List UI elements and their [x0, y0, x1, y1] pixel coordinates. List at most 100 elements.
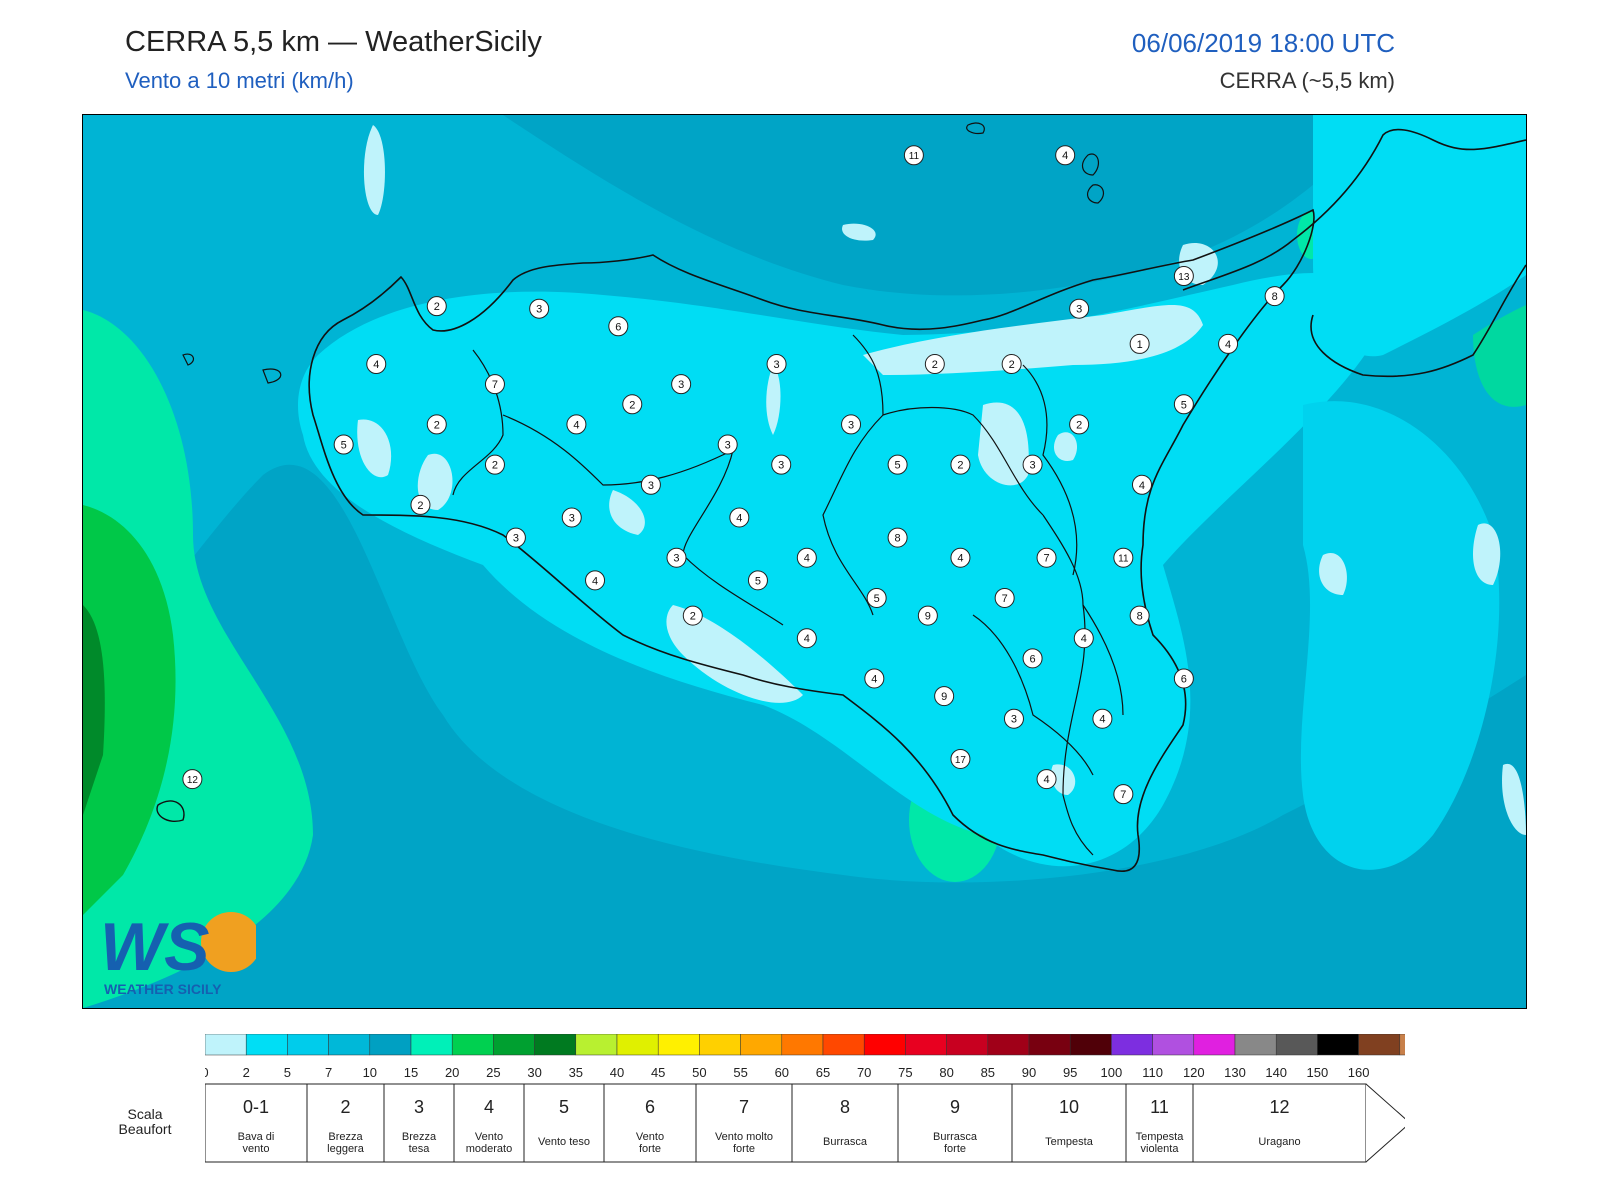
beaufort-cell-box: [523, 1083, 605, 1163]
colorbar-cell: [1358, 1034, 1401, 1056]
station-marker: 4: [864, 668, 885, 689]
station-marker-value: 3: [774, 359, 780, 371]
colorbar-cell: [575, 1034, 618, 1056]
colorbar-cell: [534, 1034, 577, 1056]
wind-shading-dark-band: [83, 465, 1526, 1008]
station-marker-value: 5: [341, 440, 347, 452]
station-marker: 5: [1173, 394, 1194, 415]
station-marker-value: 3: [1030, 460, 1036, 472]
beaufort-cell: 8 Burrasca: [791, 1083, 899, 1163]
beaufort-label-line2: Beaufort: [118, 1121, 172, 1137]
island-vulcano: [1086, 184, 1105, 204]
colorbar-tick: 120: [1183, 1065, 1205, 1080]
wind-shading-calm-areas: [357, 125, 1526, 835]
station-marker: 4: [1218, 333, 1239, 354]
colorbar-tick: 110: [1142, 1065, 1163, 1080]
station-marker-value: 2: [417, 500, 423, 512]
station-marker-value: 3: [1011, 714, 1017, 726]
beaufort-arrow: [1365, 1083, 1405, 1163]
station-marker-circle: [1129, 605, 1150, 626]
station-marker-circle: [1131, 474, 1152, 495]
station-marker: 7: [994, 587, 1015, 608]
station-marker-circle: [1173, 265, 1194, 286]
station-marker-circle: [1003, 708, 1024, 729]
logo-wordmark: WEATHER SICILY: [104, 981, 222, 997]
beaufort-force: 10: [1059, 1097, 1079, 1117]
station-marker-value: 7: [492, 379, 498, 391]
colorbar-tick: 60: [775, 1065, 789, 1080]
beaufort-force: 3: [414, 1097, 424, 1117]
colorbar-arrow: [1399, 1034, 1405, 1056]
calabria-coastline: [1182, 128, 1526, 291]
station-marker-circle: [1036, 769, 1057, 790]
station-marker-value: 2: [1009, 359, 1015, 371]
colorbar-cell: [493, 1034, 535, 1056]
station-marker: 4: [1073, 628, 1094, 649]
wind-shading-calabria-light: [1313, 115, 1526, 357]
station-marker-circle: [1069, 414, 1090, 435]
station-marker-circle: [866, 587, 887, 608]
station-marker-circle: [1022, 648, 1043, 669]
station-marker-value: 3: [648, 480, 654, 492]
station-marker-value: 3: [536, 304, 542, 316]
station-marker: 2: [682, 605, 703, 626]
beaufort-cell-box: [453, 1083, 525, 1163]
colorbar-cell: [699, 1034, 741, 1056]
station-marker: 4: [796, 547, 817, 568]
beaufort-name: Burrasca: [823, 1136, 868, 1148]
station-marker: 2: [410, 494, 431, 515]
colorbar-cell: [1069, 1034, 1112, 1056]
wind-shading-north-band: [503, 115, 1383, 296]
station-marker-value: 3: [513, 533, 519, 545]
beaufort-cell-box: [205, 1083, 308, 1163]
station-marker-circle: [717, 434, 738, 455]
beaufort-cell: 12 Uragano: [1192, 1083, 1367, 1163]
colorbar-tick: 150: [1307, 1065, 1329, 1080]
station-marker-value: 3: [848, 419, 854, 431]
station-marker: 4: [366, 354, 387, 375]
wind-map[interactable]: 11 4 13 8 2 3 6 3 1 4 4 3 2 2 7 3 2 5 2 4 3 2 5 3 2 3 5 2 3 3 4 2 3 4 3 8 3 4…: [82, 114, 1527, 1009]
sicily-coastline: [308, 208, 1315, 872]
station-marker: 5: [747, 570, 768, 591]
beaufort-force: 8: [840, 1097, 850, 1117]
station-marker-value: 4: [1225, 339, 1231, 351]
station-marker-value: 2: [932, 359, 938, 371]
colorbar-tick: 7: [325, 1065, 332, 1080]
station-marker: 2: [1069, 414, 1090, 435]
beaufort-cell-box: [306, 1083, 385, 1163]
beaufort-force: 7: [739, 1097, 749, 1117]
station-marker: 3: [505, 527, 526, 548]
station-marker-value: 8: [1272, 291, 1278, 303]
colorbar-tick: 35: [569, 1065, 583, 1080]
station-marker-value: 5: [1181, 399, 1187, 411]
colorbar-tick: 0: [205, 1065, 209, 1080]
colorbar-tick: 40: [610, 1065, 624, 1080]
colorbar-tick: 5: [284, 1065, 291, 1080]
station-marker: 4: [1036, 769, 1057, 790]
station-marker: 3: [666, 547, 687, 568]
station-marker-circle: [1073, 628, 1094, 649]
beaufort-name: Burrasca: [933, 1131, 978, 1143]
station-marker-circle: [333, 434, 354, 455]
colorbar-cell: [1317, 1034, 1359, 1056]
station-marker-circle: [484, 374, 505, 395]
beaufort-cell: 5 Vento teso: [523, 1083, 605, 1163]
colorbar-tick: 75: [898, 1065, 912, 1080]
station-marker-circle: [887, 454, 908, 475]
beaufort-name-2: forte: [639, 1143, 661, 1155]
station-marker-circle: [682, 605, 703, 626]
station-marker-circle: [426, 414, 447, 435]
colorbar-cells: [205, 1034, 1405, 1056]
colorbar-tick: 50: [692, 1065, 706, 1080]
station-marker: 12: [182, 769, 203, 790]
station-marker-value: 4: [1043, 774, 1049, 786]
station-marker: 2: [426, 414, 447, 435]
station-marker-circle: [640, 474, 661, 495]
station-marker-circle: [566, 414, 587, 435]
station-marker-value: 3: [673, 553, 679, 565]
station-marker-circle: [410, 494, 431, 515]
station-marker: 3: [561, 507, 582, 528]
station-marker-value: 6: [1030, 653, 1036, 665]
